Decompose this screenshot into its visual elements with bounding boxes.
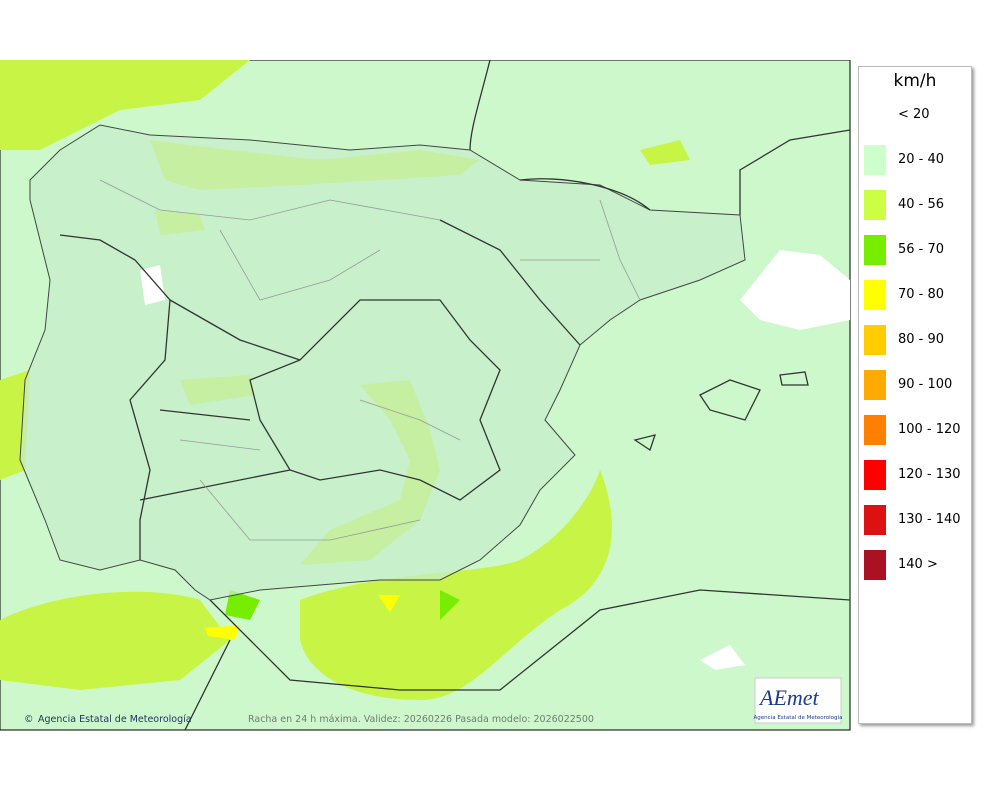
legend-item: 100 - 120 <box>864 415 968 445</box>
logo-name: AEmet <box>758 685 820 710</box>
legend-swatch <box>864 415 886 445</box>
legend-label: 40 - 56 <box>898 197 945 212</box>
legend-swatch <box>864 460 886 490</box>
logo-subtitle: Agencia Estatal de Meteorología <box>754 714 843 721</box>
legend-item: 70 - 80 <box>864 280 968 310</box>
map: © Agencia Estatal de Meteorología Racha … <box>0 60 851 731</box>
legend-swatch <box>864 325 886 355</box>
legend-swatch <box>864 190 886 220</box>
legend-swatch <box>864 235 886 265</box>
legend-item: < 20 <box>864 100 968 130</box>
legend-label: 20 - 40 <box>898 152 945 167</box>
legend-item: 140 > <box>864 550 968 580</box>
legend-label: 120 - 130 <box>898 467 961 482</box>
legend-label: 100 - 120 <box>898 422 961 437</box>
legend-item: 56 - 70 <box>864 235 968 265</box>
legend-swatch <box>864 370 886 400</box>
legend-swatch <box>864 550 886 580</box>
caption: Racha en 24 h máxima. Validez: 20260226 … <box>248 714 594 725</box>
legend-swatch <box>864 505 886 535</box>
credit-symbol: © <box>24 714 34 725</box>
gust-zone-peak <box>205 595 400 640</box>
legend-item: 90 - 100 <box>864 370 968 400</box>
legend-title: km/h <box>893 71 937 91</box>
legend-item: 80 - 90 <box>864 325 968 355</box>
legend-swatch <box>864 100 886 130</box>
legend-label: 140 > <box>898 557 938 572</box>
legend-label: 70 - 80 <box>898 287 945 302</box>
legend-label: 56 - 70 <box>898 242 945 257</box>
legend-item: 40 - 56 <box>864 190 968 220</box>
legend-item: 120 - 130 <box>864 460 968 490</box>
provinces <box>99 179 641 541</box>
borders <box>59 60 851 731</box>
legend: km/h < 20 20 - 40 40 - 56 56 - 70 70 - 80 80 … <box>858 66 972 724</box>
legend-label: 90 - 100 <box>898 377 953 392</box>
logo-box <box>754 677 842 724</box>
legend-label: 130 - 140 <box>898 512 961 527</box>
credit: Agencia Estatal de Meteorología <box>38 714 192 725</box>
legend-item: 130 - 140 <box>864 505 968 535</box>
calm-areas <box>140 250 850 670</box>
legend-label: 80 - 90 <box>898 332 945 347</box>
legend-item: 20 - 40 <box>864 145 968 175</box>
gust-zone-strong <box>225 590 460 620</box>
legend-swatch <box>864 145 886 175</box>
legend-swatch <box>864 280 886 310</box>
legend-label: < 20 <box>898 107 930 122</box>
